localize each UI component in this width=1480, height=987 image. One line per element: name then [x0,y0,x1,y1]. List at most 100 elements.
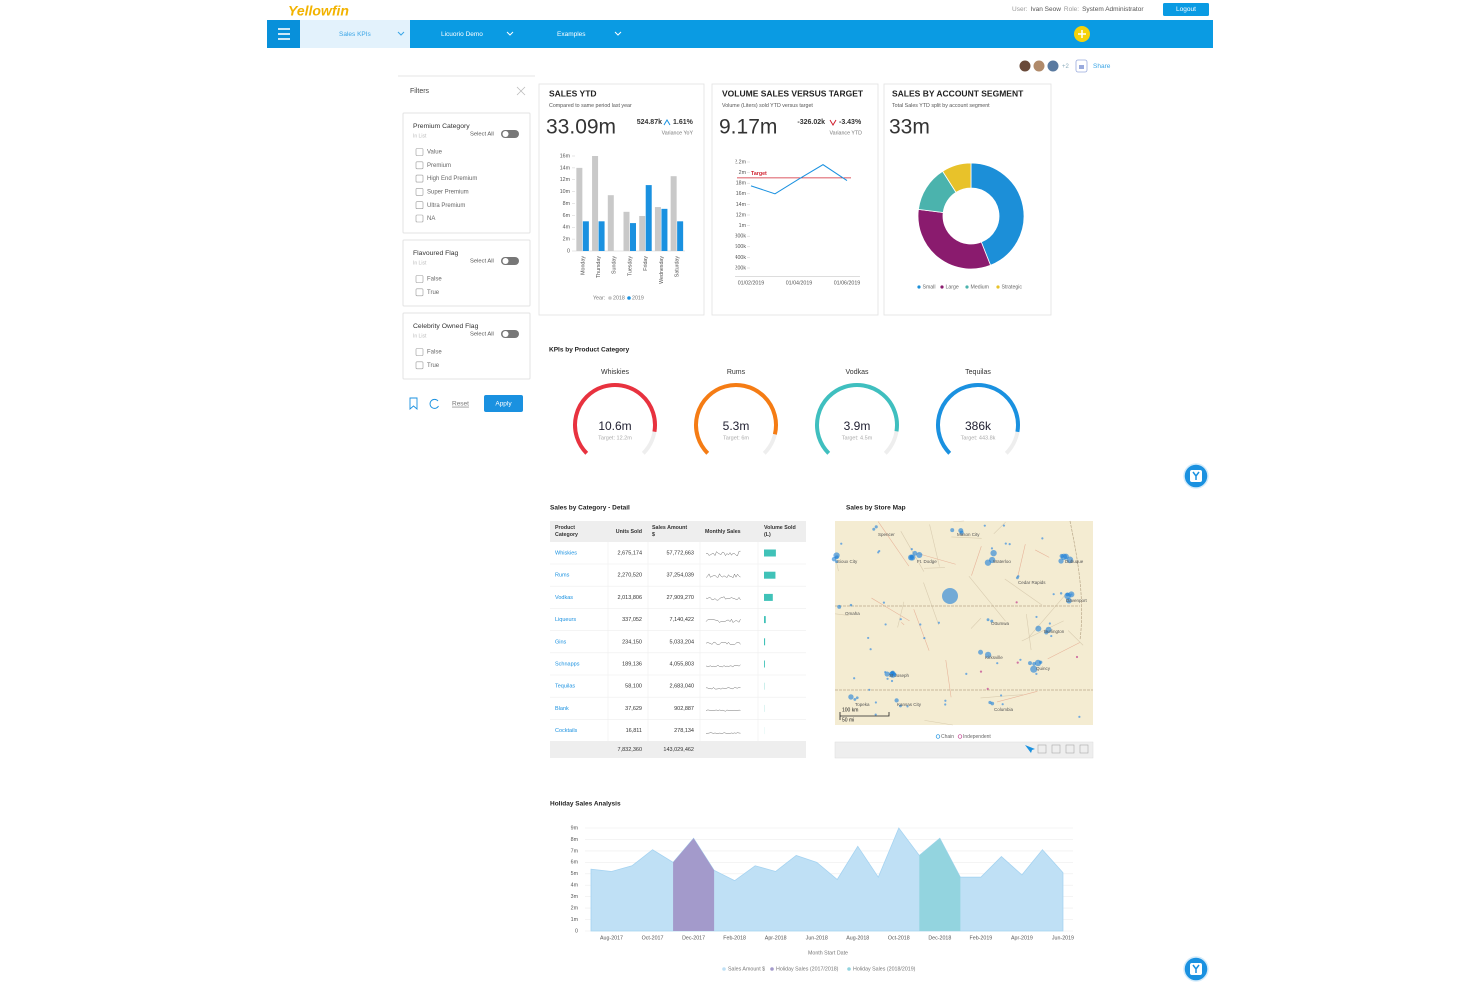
filter-option: False [427,277,442,283]
place-name: Quincy [1036,666,1051,671]
nav-tab[interactable]: Sales KPIs [339,31,372,38]
nav-tab[interactable]: Licuorio Demo [441,31,483,38]
category-link[interactable]: Gins [555,639,567,645]
store-cluster [942,588,958,604]
map-tool[interactable] [1065,744,1075,754]
category-link[interactable]: Vodkas [555,595,573,601]
help-icon [1192,964,1200,973]
apply-label[interactable]: Apply [495,401,512,408]
checkbox[interactable] [415,148,424,156]
road [1028,593,1067,638]
checkbox[interactable] [415,201,424,209]
add-icon [1078,30,1086,38]
reset-link[interactable]: Reset [452,401,469,408]
store-point [1050,634,1053,638]
total: 7,832,360 [618,747,642,753]
store-point [983,524,986,527]
bookmark-icon[interactable] [409,397,418,410]
column-header: Units Sold [616,529,642,535]
checkbox[interactable] [415,174,424,183]
close-icon[interactable] [516,86,526,96]
toggle-knob [502,258,509,264]
store-point [1063,553,1069,560]
user-info: User: Ivan Seow Role: System Administrator [1012,6,1144,13]
bar [630,223,636,251]
map-tool[interactable] [1051,744,1061,754]
pointer-tool[interactable] [1025,745,1035,753]
cell: 278,134 [674,728,694,734]
legend-swatch [608,296,612,300]
checkbox[interactable] [415,348,424,356]
x-tick-label: Oct-2018 [888,935,910,941]
bar [607,195,614,251]
legend-label: 2018 [613,295,625,301]
category-link[interactable]: Schnapps [555,661,580,667]
section-title: Sales by Store Map [846,505,906,512]
x-tick-label: Jun-2018 [806,935,828,941]
checkbox[interactable] [415,288,424,297]
share-icon[interactable] [1075,59,1088,73]
cell: 2,270,520 [618,573,642,579]
variance-pct: -3.43% [839,119,862,126]
store-point [869,648,872,651]
store-point [906,705,909,708]
cell: 337,052 [622,617,642,623]
legend-label: Holiday Sales (2017/2018) [776,966,839,972]
up-arrow [663,119,671,126]
store-point [990,619,994,623]
category-link[interactable]: Whiskies [555,550,577,556]
checkbox[interactable] [415,161,424,170]
share-link[interactable]: Share [1093,63,1111,70]
category-link[interactable]: Tequilas [555,684,575,690]
logout-button[interactable] [1163,3,1209,16]
map-tool[interactable] [1037,744,1047,754]
line-series [750,164,848,195]
store-point [944,703,947,706]
y-tick-label: 4m [571,883,579,889]
card-subtitle: Total Sales YTD split by account segment [892,103,990,109]
store-point [937,621,940,624]
active-tab[interactable] [300,20,410,48]
y-tick-label: 0 [567,248,570,254]
card-title: SALES YTD [549,88,597,98]
x-tick-label: Sunday [612,256,618,274]
x-tick-label: Friday [643,256,649,271]
legend-swatch [935,734,941,739]
legend-label: Strategic [1002,284,1023,290]
checkbox[interactable] [415,214,424,223]
category-link[interactable]: Blank [555,706,569,712]
kpi-value: 33.09m [546,116,616,139]
checkbox[interactable] [415,361,424,370]
share-icon-lock [1079,65,1084,69]
road [1017,544,1026,578]
nav-tab[interactable]: Examples [557,31,586,38]
category-link[interactable]: Liqueurs [555,617,576,623]
filter-option: True [427,290,440,296]
checkbox[interactable] [415,188,424,196]
place-name: Spencer [878,532,895,537]
logout-label[interactable]: Logout [1176,6,1196,13]
store-point [1004,542,1007,545]
store-point [916,551,923,559]
store-point [1075,655,1079,659]
place-name: Kirksville [985,655,1003,660]
y-tick-label: 5m [571,871,579,877]
category-link[interactable]: Cocktails [555,728,578,734]
category-link[interactable]: Rums [555,573,570,579]
totals-row [550,741,806,758]
store-point [853,697,857,701]
column-header: $ [652,532,655,538]
map-tool[interactable] [1079,744,1089,754]
legend-label: Independent [963,734,991,740]
store-point [882,601,886,604]
cell: 7,140,422 [670,617,694,623]
apply-button[interactable] [484,395,523,412]
y-tick-label: 12m [560,177,571,183]
gauge-arc [936,383,1020,455]
x-tick-label: 01/02/2019 [738,281,765,287]
store-point [848,694,854,700]
place-name: Omaha [845,611,860,616]
refresh-icon[interactable] [429,398,439,409]
checkbox[interactable] [415,275,424,283]
